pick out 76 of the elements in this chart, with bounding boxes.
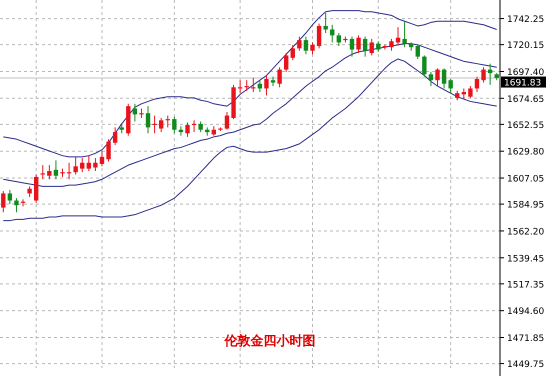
- y-tick-label: 1720.15: [507, 41, 544, 52]
- text: 伦敦金四小时图: [224, 333, 316, 349]
- candlestick: [422, 54, 427, 78]
- candlestick: [416, 44, 420, 60]
- candlestick: [185, 122, 190, 138]
- candlestick: [362, 36, 368, 58]
- candlestick: [86, 155, 92, 172]
- y-tick-label: 1494.60: [507, 307, 544, 318]
- y-tick-label: 1584.95: [507, 200, 544, 211]
- candlestick: [66, 162, 72, 180]
- candlestick: [198, 120, 203, 133]
- candlestick: [112, 126, 118, 146]
- candlestick: [132, 103, 138, 122]
- candlestick: [304, 36, 308, 55]
- candlestick: [356, 34, 361, 54]
- candlestick: [172, 116, 177, 134]
- candlestick: [224, 112, 230, 130]
- candlestick: [468, 86, 473, 98]
- candlestick: [350, 36, 354, 58]
- candlestick: [448, 78, 453, 94]
- candlestick: [139, 108, 144, 118]
- y-tick-label: 1629.80: [507, 148, 544, 158]
- candlestick: [106, 138, 111, 162]
- candlestick: [277, 66, 282, 88]
- candlestick: [284, 52, 288, 72]
- candlestick: [100, 150, 104, 167]
- candlestick: [146, 106, 150, 134]
- candlestick: [376, 40, 380, 52]
- candlestick: [330, 24, 334, 43]
- y-tick-label: 1697.40: [507, 68, 544, 78]
- candlestick: [54, 160, 58, 180]
- candlestick: [389, 38, 394, 52]
- candlestick: [27, 186, 32, 198]
- candlestick: [297, 36, 302, 52]
- candlestick: [323, 12, 328, 34]
- y-tick-label: 1517.35: [507, 280, 544, 290]
- candlestick: [435, 68, 440, 87]
- candlestick: [270, 76, 276, 87]
- candlestick: [47, 164, 52, 180]
- candlestick: [428, 71, 434, 87]
- candlestick: [488, 63, 492, 86]
- candlestick: [396, 26, 400, 46]
- y-tick-label: 1674.65: [507, 94, 544, 105]
- candlestick: [336, 32, 342, 46]
- candlestick: [73, 156, 78, 176]
- candlestick: [80, 158, 84, 173]
- candlestick: [1, 190, 6, 213]
- candlestick: [34, 174, 38, 204]
- y-tick-label: 1539.45: [507, 254, 544, 264]
- candlestick: [93, 158, 98, 172]
- y-tick-label: 1652.55: [507, 120, 544, 131]
- candlestick: [264, 74, 269, 96]
- candlestick: [244, 80, 249, 92]
- candlestick: [370, 38, 374, 56]
- y-tick-label: 1607.05: [507, 174, 544, 185]
- ref-line-label: 1691.83: [504, 78, 542, 88]
- candlestick: [258, 80, 262, 92]
- candlestick: [8, 189, 12, 205]
- candlestick: [455, 90, 460, 101]
- candlestick: [290, 44, 295, 61]
- candlestick: [474, 76, 480, 92]
- candlestick: [316, 23, 322, 49]
- candlestick: [14, 198, 19, 213]
- candlestick: [166, 115, 170, 128]
- candlestick: [481, 66, 486, 84]
- candlestick: [402, 20, 407, 48]
- y-tick-label: 1449.75: [507, 360, 544, 370]
- line-series: [2, 58, 498, 222]
- candlestick: [462, 88, 466, 100]
- candlestick: [212, 126, 216, 136]
- candlestick: [158, 117, 164, 133]
- candlestick: [442, 68, 446, 89]
- y-tick-label: 1742.25: [507, 15, 544, 26]
- candlestick: [178, 126, 184, 136]
- y-tick-label: 1562.20: [507, 227, 544, 238]
- y-tick-label: 1471.85: [507, 334, 544, 344]
